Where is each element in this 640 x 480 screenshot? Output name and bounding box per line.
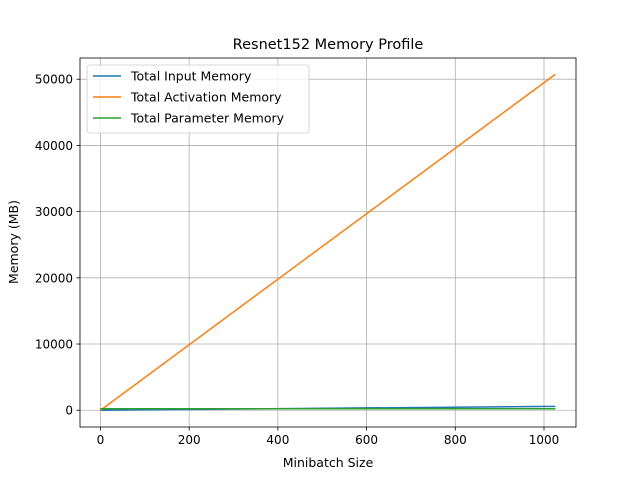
y-tick-label: 30000	[35, 205, 73, 219]
y-tick-label: 50000	[35, 73, 73, 87]
legend-label-total-activation-memory: Total Activation Memory	[130, 90, 282, 105]
axis-ticks: 0 200 400 600 800 100001000020000300004000050…	[35, 73, 559, 447]
chart-title: Resnet152 Memory Profile	[233, 37, 424, 53]
x-tick-label: 0	[97, 433, 105, 447]
y-tick-label: 10000	[35, 338, 73, 352]
y-tick-label: 20000	[35, 271, 73, 285]
y-axis-label: Memory (MB)	[6, 200, 21, 284]
x-tick-label: 400	[266, 433, 289, 447]
x-tick-label: 1000	[529, 433, 560, 447]
x-tick-label: 800	[444, 433, 467, 447]
plot-area-frame	[79, 57, 577, 428]
legend-label-total-parameter-memory: Total Parameter Memory	[130, 111, 285, 126]
series-line-total-activation-memory	[99, 73, 556, 411]
legend-label-total-input-memory: Total Input Memory	[130, 69, 252, 84]
data-lines	[99, 73, 556, 411]
y-tick-label: 40000	[35, 139, 73, 153]
x-tick-label: 600	[355, 433, 378, 447]
y-tick-label: 0	[65, 404, 73, 418]
x-tick-label: 200	[178, 433, 201, 447]
legend: Total Input Memory Total Activation Memor…	[86, 64, 310, 134]
legend-box	[86, 64, 310, 134]
x-axis-label: Minibatch Size	[283, 455, 374, 470]
